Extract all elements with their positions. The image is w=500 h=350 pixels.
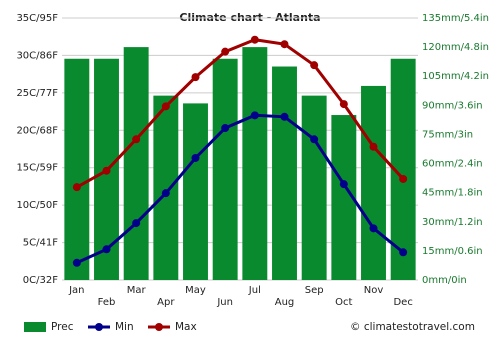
y2-tick-label: 75mm/3in: [422, 129, 473, 140]
legend-swatch: [95, 323, 103, 331]
point: [310, 135, 319, 144]
bar: [272, 66, 297, 280]
point: [280, 40, 289, 49]
point: [280, 112, 289, 121]
y-tick-label: 30C/86F: [16, 50, 58, 61]
y2-tick-label: 0mm/0in: [422, 275, 467, 286]
y2-tick-label: 15mm/0.6in: [422, 246, 483, 257]
point: [161, 102, 170, 111]
x-tick-label: Apr: [157, 297, 175, 308]
y-tick-label: 15C/59F: [16, 163, 58, 174]
x-tick-label: Dec: [393, 297, 412, 308]
y2-tick-label: 45mm/1.8in: [422, 188, 483, 199]
y-tick-label: 0C/32F: [23, 275, 58, 286]
x-tick-label: May: [185, 285, 206, 296]
bar: [301, 95, 327, 280]
x-tick-label: Sep: [305, 285, 324, 296]
point: [369, 142, 378, 151]
bar: [64, 58, 90, 280]
legend-label: Min: [115, 321, 134, 333]
source: © climatestotravel.com: [350, 321, 475, 333]
x-tick-label: Feb: [98, 297, 116, 308]
y-tick-label: 10C/50F: [16, 200, 58, 211]
point: [310, 61, 319, 70]
point: [369, 224, 378, 233]
point: [191, 73, 200, 82]
x-tick-label: Mar: [127, 285, 147, 296]
point: [191, 153, 200, 162]
point: [102, 245, 111, 254]
point: [132, 135, 141, 144]
line: [76, 113, 405, 265]
y-tick-label: 35C/95F: [16, 13, 58, 24]
point: [132, 219, 141, 228]
x-tick-label: Jan: [68, 285, 84, 296]
bar: [361, 85, 386, 280]
bar: [183, 103, 208, 280]
x-tick-label: Jun: [216, 297, 233, 308]
bar: [212, 58, 238, 280]
x-tick-label: Nov: [364, 285, 384, 296]
legend-label: Prec: [51, 321, 74, 333]
y-tick-label: 25C/77F: [16, 88, 58, 99]
point: [221, 124, 230, 133]
point: [399, 248, 408, 257]
point: [250, 111, 259, 120]
point: [72, 258, 81, 267]
point: [102, 166, 111, 175]
y2-tick-label: 135mm/5.4in: [422, 13, 489, 24]
point: [161, 189, 170, 198]
y2-tick-label: 60mm/2.4in: [422, 159, 483, 170]
point: [221, 47, 230, 56]
line: [76, 38, 405, 189]
y2-tick-label: 120mm/4.8in: [422, 42, 489, 53]
x-tick-label: Jul: [248, 285, 261, 296]
point: [339, 180, 348, 189]
bar: [153, 95, 179, 280]
y-tick-label: 5C/41F: [23, 238, 58, 249]
point: [72, 183, 81, 192]
point: [339, 100, 348, 109]
point: [250, 35, 259, 44]
bar: [123, 47, 149, 280]
legend-swatch: [155, 323, 163, 331]
legend-swatch: [24, 322, 46, 332]
y2-tick-label: 90mm/3.6in: [422, 100, 483, 111]
legend-label: Max: [175, 321, 197, 333]
bar: [242, 47, 268, 280]
y2-tick-label: 30mm/1.2in: [422, 217, 483, 228]
point: [399, 174, 408, 183]
y-tick-label: 20C/68F: [16, 125, 58, 136]
x-tick-label: Oct: [335, 297, 352, 308]
y2-tick-label: 105mm/4.2in: [422, 71, 489, 82]
x-tick-label: Aug: [275, 297, 295, 308]
